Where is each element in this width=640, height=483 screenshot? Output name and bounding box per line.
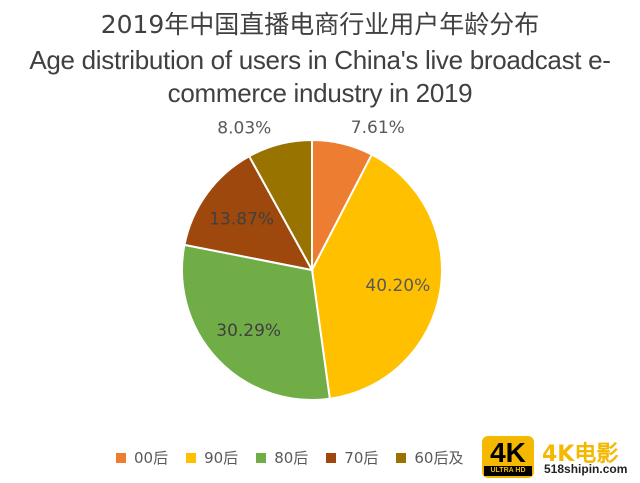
logo-badge-text: 4K: [490, 437, 526, 468]
legend-item-80: 80后: [256, 447, 308, 468]
chart-title: 2019年中国直播电商行业用户年龄分布: [100, 10, 540, 39]
logo-url: 518shipin.com: [544, 462, 628, 476]
legend-label: 80后: [274, 449, 309, 467]
slice-70: [183, 154, 314, 272]
logo-badge-subtext: ULTRA HD: [484, 466, 532, 476]
data-label-00: 7.61%: [351, 118, 405, 138]
legend-swatch: [396, 452, 407, 463]
legend-swatch: [256, 452, 267, 463]
logo-badge: 4K ULTRA HD: [482, 436, 534, 478]
legend-item-00: 00后: [116, 447, 168, 468]
legend-item-70: 70后: [326, 447, 378, 468]
legend-label: 60后及: [414, 449, 464, 467]
pie-data-labels: 7.61% 40.20% 30.29% 13.87% 8.03%: [209, 118, 430, 341]
legend-item-60: 60后及: [396, 447, 463, 468]
slice-60: [247, 138, 313, 271]
data-label-90: 40.20%: [365, 276, 430, 296]
legend-swatch: [186, 452, 197, 463]
chart-subtitle-line1: Age distribution of users in China's liv…: [29, 45, 611, 75]
data-label-80: 30.29%: [216, 321, 281, 341]
legend-label: 70后: [344, 449, 379, 467]
chart-legend: 00后 90后 80后 70后 60后及: [116, 447, 481, 468]
logo-name: 4K电影: [542, 442, 619, 467]
legend-label: 90后: [204, 449, 239, 467]
data-label-70: 13.87%: [209, 210, 274, 230]
legend-swatch: [116, 452, 126, 463]
legend-item-90: 90后: [186, 447, 238, 468]
watermark-logo: 4K ULTRA HD 4K电影 518shipin.com: [482, 436, 632, 478]
legend-swatch: [326, 452, 337, 463]
pie-slices: [181, 138, 443, 401]
slice-90: [310, 153, 443, 400]
slice-80: [181, 243, 331, 401]
data-label-60: 8.03%: [217, 119, 271, 139]
chart-subtitle-line2: commerce industry in 2019: [167, 78, 473, 108]
legend-label: 00后: [134, 449, 169, 467]
